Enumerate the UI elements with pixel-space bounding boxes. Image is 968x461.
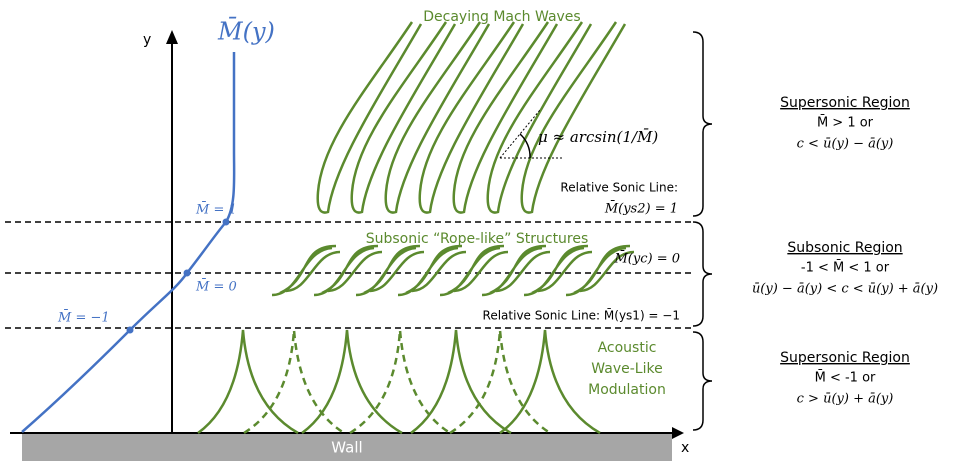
region-title: Subsonic Region bbox=[787, 240, 902, 256]
region-title: Supersonic Region bbox=[780, 350, 910, 366]
region-title: Supersonic Region bbox=[780, 95, 910, 111]
diagram: Wall x y M̄(y) M̄ = 1 M̄ = 0 M̄ = −1 μ ≈… bbox=[0, 0, 968, 461]
point-label: M̄ = 1 bbox=[195, 201, 237, 217]
sonic-title: Relative Sonic Line: bbox=[560, 181, 678, 195]
acoustic-wave-dashed bbox=[244, 330, 344, 433]
x-arrow bbox=[672, 427, 684, 439]
acoustic-wave bbox=[500, 330, 600, 433]
point-label: M̄ = 0 bbox=[195, 278, 237, 294]
y-label: y bbox=[143, 32, 151, 48]
region-line: c < ū(y) − ā(y) bbox=[797, 137, 894, 152]
region-line: c > ū(y) + ā(y) bbox=[797, 392, 894, 407]
regions: Supersonic Region M̄ > 1 or c < ū(y) − ā(y… bbox=[693, 32, 938, 430]
region-line: M̄ > 1 or bbox=[817, 115, 874, 130]
x-label: x bbox=[681, 440, 689, 456]
brace bbox=[693, 32, 712, 216]
acoustic-wave bbox=[302, 330, 402, 433]
brace bbox=[693, 332, 712, 430]
rope-structures bbox=[272, 246, 634, 295]
region-line: -1 < M̄ < 1 or bbox=[801, 260, 890, 275]
wall-label: Wall bbox=[331, 439, 362, 457]
acoustic-label: Acoustic bbox=[598, 340, 657, 356]
sonic-label: Relative Sonic Line: M̄(ys1) = −1 bbox=[483, 308, 680, 322]
acoustic-wave bbox=[411, 330, 511, 433]
acoustic-label: Modulation bbox=[588, 382, 666, 398]
sonic-label: M̄(ys2) = 1 bbox=[604, 200, 678, 216]
point bbox=[184, 270, 191, 277]
brace bbox=[693, 222, 712, 326]
acoustic-label: Wave-Like bbox=[591, 361, 662, 377]
point-label: M̄ = −1 bbox=[57, 309, 110, 325]
y-arrow bbox=[166, 30, 178, 44]
region-line: ū(y) − ā(y) < c < ū(y) + ā(y) bbox=[752, 282, 938, 297]
acoustic-wave-dashed bbox=[350, 330, 450, 433]
angle-label: μ ≈ arcsin(1/M̄) bbox=[538, 128, 658, 146]
critical-label: M̄(yc) = 0 bbox=[613, 250, 680, 266]
region-line: M̄ < -1 or bbox=[815, 370, 876, 385]
rope-label: Subsonic “Rope-like” Structures bbox=[366, 231, 589, 247]
point bbox=[127, 327, 134, 334]
mach-label: Decaying Mach Waves bbox=[423, 9, 580, 25]
mach-profile bbox=[22, 52, 234, 432]
acoustic-waves bbox=[198, 330, 600, 433]
profile-label: M̄(y) bbox=[217, 17, 275, 45]
point bbox=[223, 219, 230, 226]
